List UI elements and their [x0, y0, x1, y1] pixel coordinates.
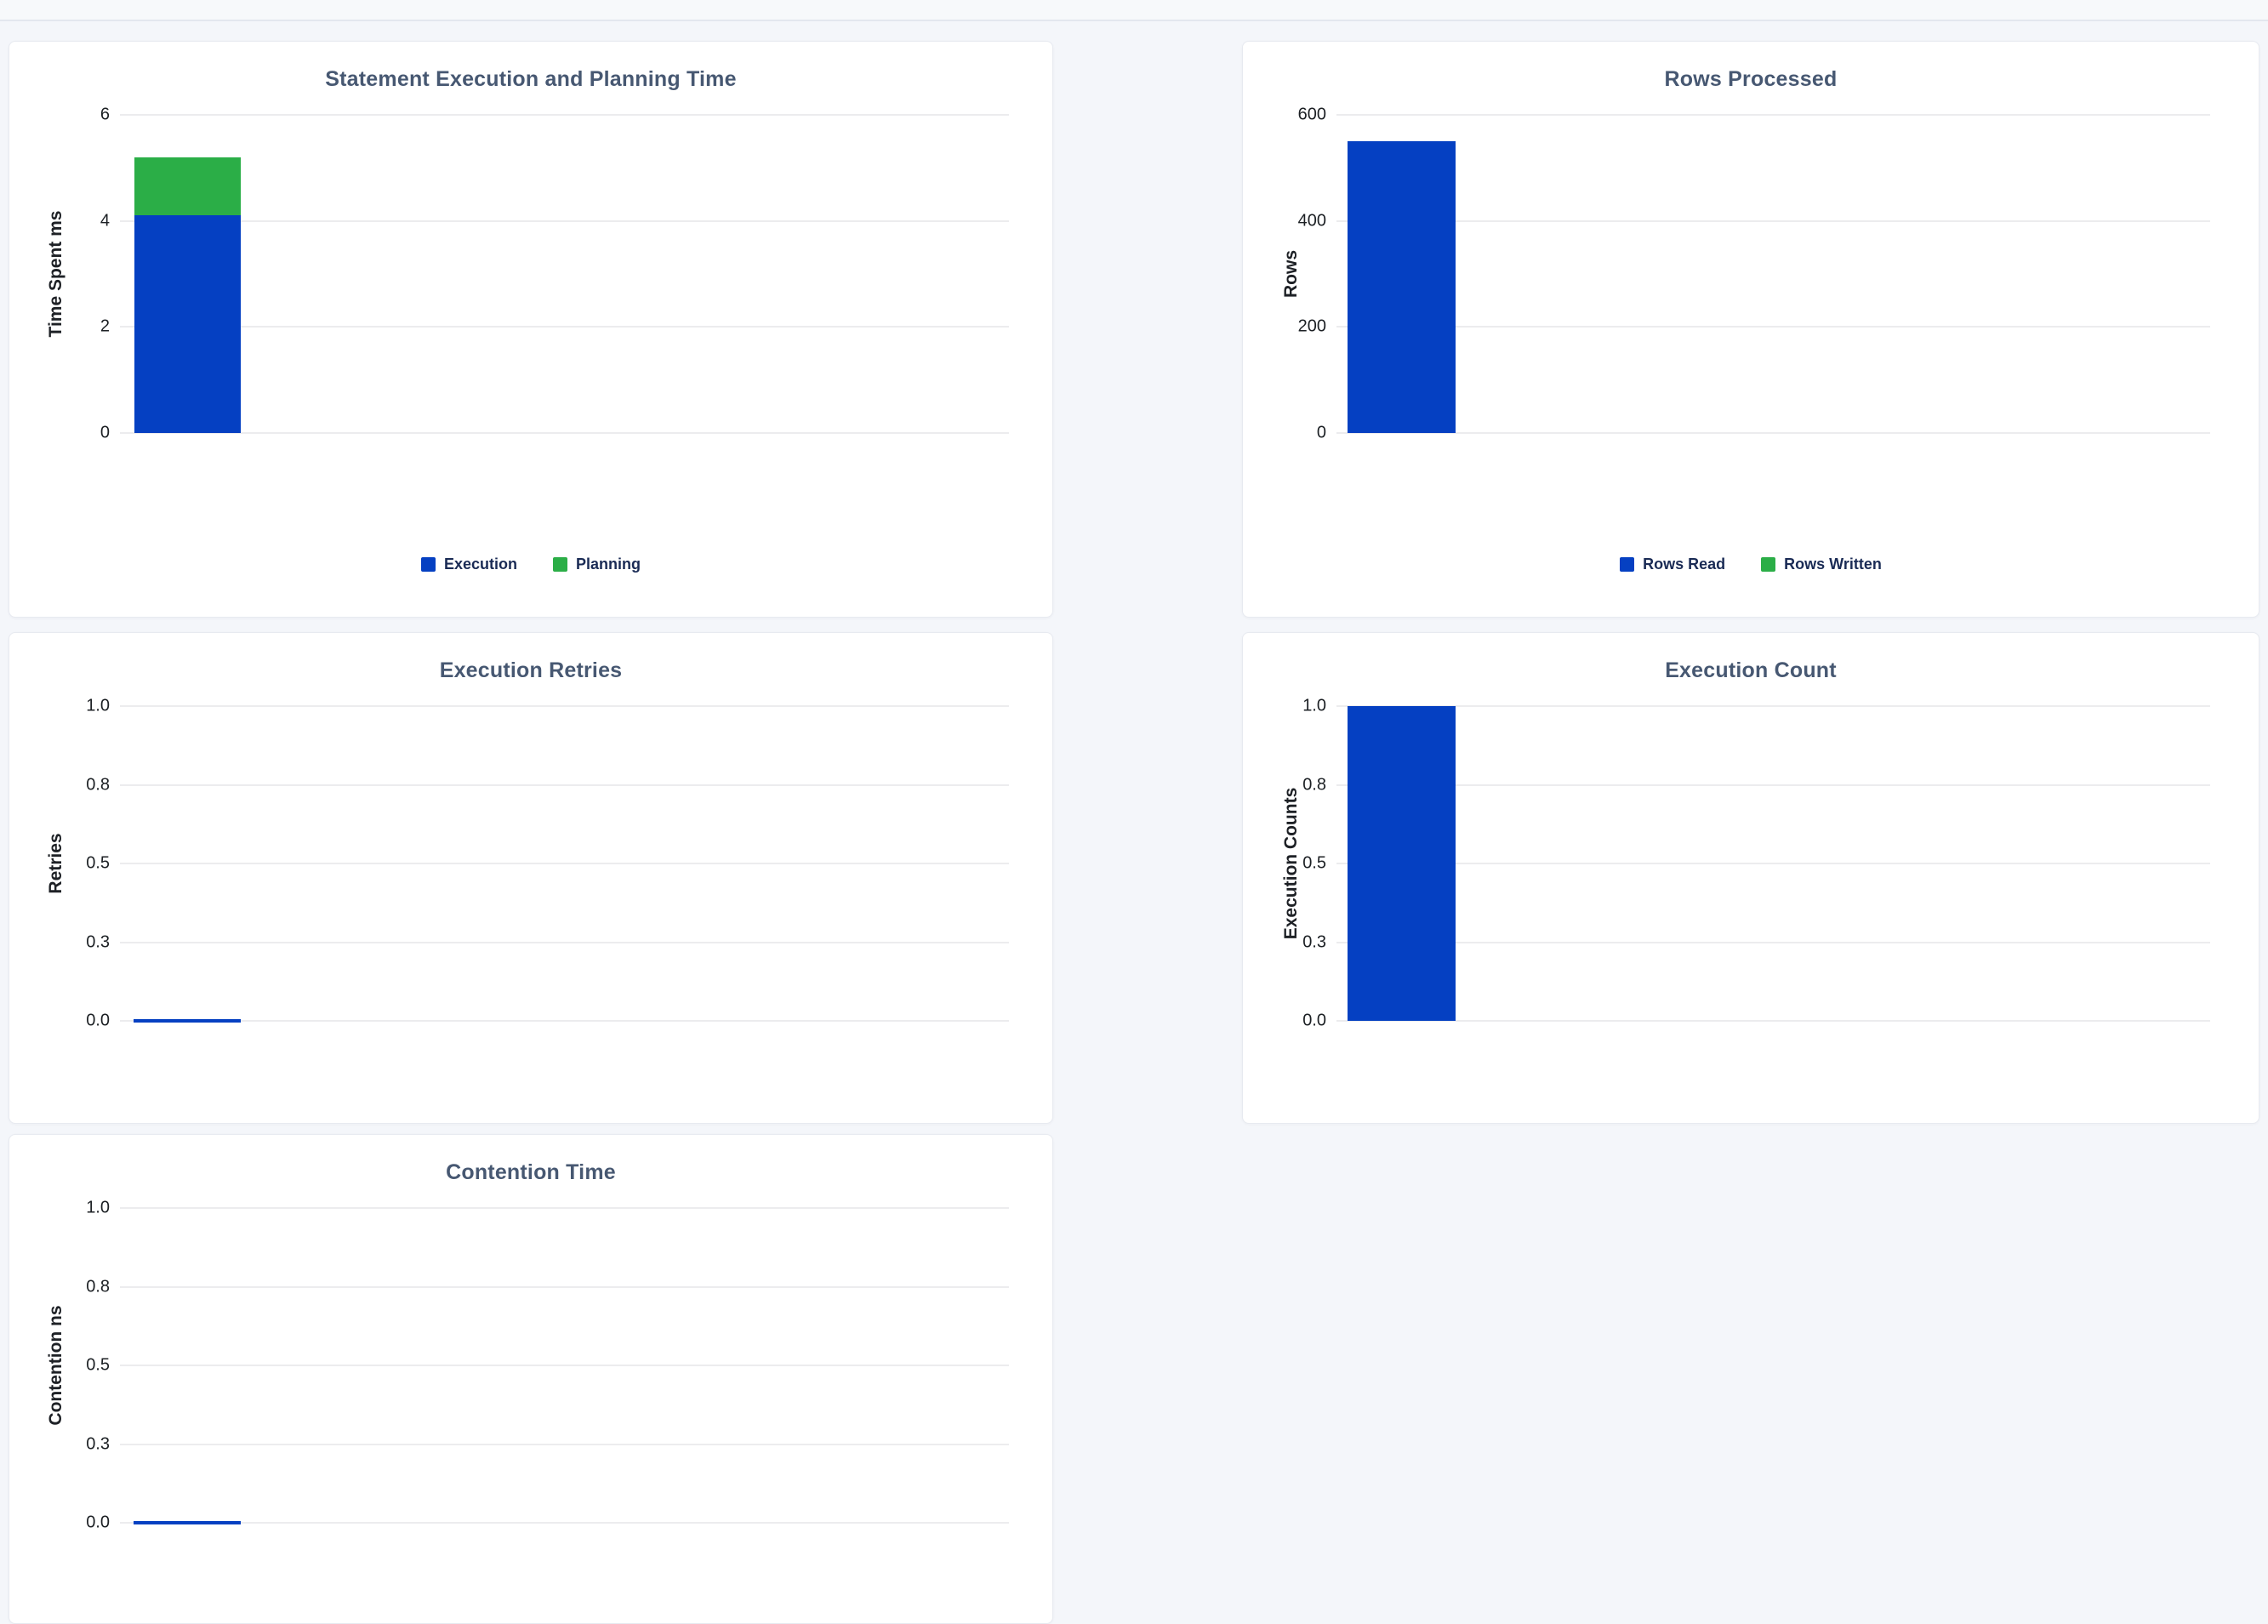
legend-swatch-icon — [1620, 557, 1635, 572]
zero-value-line — [134, 1521, 241, 1524]
y-tick-label: 2 — [100, 316, 110, 336]
plot-area: 1.0 0.8 0.5 0.3 0.0 — [1302, 697, 2210, 1030]
card-execution-retries: Execution Retries Retries 1.0 0.8 0.5 0.… — [9, 632, 1053, 1124]
gridline — [1336, 326, 2210, 328]
y-tick-label: 600 — [1297, 105, 1326, 124]
legend-item: Planning — [553, 556, 641, 573]
legend-swatch-icon — [420, 557, 436, 572]
bar-planning — [134, 157, 241, 216]
gridline — [120, 784, 1009, 786]
gridline — [1336, 705, 2210, 707]
card-contention-time: Contention Time Contention ns 1.0 0.8 0.… — [9, 1134, 1053, 1624]
gridline — [120, 1365, 1009, 1366]
card-execution-count: Execution Count Execution Counts 1.0 0.8… — [1242, 632, 2259, 1124]
legend-label: Execution — [443, 556, 518, 573]
y-axis-label: Contention ns — [46, 1305, 66, 1426]
card-statement-execution-planning-time: Statement Execution and Planning Time Ti… — [9, 41, 1053, 618]
y-tick-label: 0.3 — [86, 1434, 110, 1453]
chart-legend: Rows Read Rows Written — [1243, 556, 2259, 573]
header-divider-bar — [0, 0, 2268, 21]
chart-legend: Execution Planning — [9, 556, 1052, 573]
y-tick-label: 0.5 — [86, 1355, 110, 1375]
gridline — [120, 114, 1009, 116]
y-tick-label: 400 — [1297, 211, 1326, 231]
legend-label: Planning — [576, 556, 641, 573]
gridline — [120, 863, 1009, 864]
legend-swatch-icon — [553, 557, 568, 572]
legend-label: Rows Written — [1784, 556, 1882, 573]
y-tick-label: 4 — [100, 211, 110, 231]
chart-title: Statement Execution and Planning Time — [325, 67, 737, 91]
legend-label: Rows Read — [1643, 556, 1726, 573]
y-tick-label: 0.0 — [86, 1011, 110, 1030]
gridline — [1336, 432, 2210, 434]
y-tick-label: 0.5 — [86, 853, 110, 873]
gridline — [120, 219, 1009, 222]
card-rows-processed: Rows Processed Rows 600 400 200 0 Rows R… — [1242, 41, 2259, 618]
chart-title: Execution Retries — [439, 658, 623, 682]
gridline — [120, 1207, 1009, 1209]
y-axis-label: Retries — [46, 833, 66, 894]
y-tick-label: 200 — [1297, 316, 1326, 336]
gridline — [120, 941, 1009, 943]
gridline — [120, 1522, 1009, 1524]
gridline — [120, 705, 1009, 707]
chart-title: Execution Count — [1665, 658, 1837, 682]
gridline — [1336, 784, 2210, 786]
y-tick-label: 0.3 — [86, 932, 110, 951]
y-tick-label: 1.0 — [86, 1198, 110, 1217]
chart-title: Contention Time — [446, 1160, 616, 1184]
chart-title: Rows Processed — [1664, 67, 1838, 91]
bar-execution — [134, 215, 241, 433]
plot-area: 600 400 200 0 — [1298, 105, 2210, 442]
gridline — [120, 1020, 1009, 1022]
y-tick-label: 1.0 — [86, 696, 110, 715]
y-tick-label: 0.8 — [1302, 775, 1326, 794]
plot-area: 6 4 2 0 — [100, 105, 1009, 442]
y-tick-label: 6 — [100, 105, 110, 124]
y-tick-label: 0.0 — [1302, 1011, 1326, 1030]
y-tick-label: 0.8 — [86, 1277, 110, 1296]
y-tick-label: 0.3 — [1302, 932, 1326, 951]
gridline — [1336, 941, 2210, 943]
bar-rows-read — [1348, 141, 1456, 433]
y-tick-label: 0.8 — [86, 775, 110, 794]
bar-execution-count — [1348, 706, 1456, 1021]
gridline — [1336, 863, 2210, 864]
y-tick-label: 1.0 — [1302, 696, 1326, 715]
legend-item: Rows Read — [1620, 556, 1725, 573]
legend-item: Rows Written — [1761, 556, 1882, 573]
gridline — [120, 1443, 1009, 1445]
gridline — [1336, 1020, 2210, 1022]
plot-area: 1.0 0.8 0.5 0.3 0.0 — [86, 1199, 1009, 1532]
gridline — [120, 326, 1009, 328]
y-axis-label: Rows — [1281, 249, 1301, 299]
legend-swatch-icon — [1761, 557, 1776, 572]
gridline — [1336, 114, 2210, 116]
y-tick-label: 0 — [100, 423, 110, 442]
y-axis-label: Time Spent ms — [46, 210, 66, 338]
y-tick-label: 0.5 — [1302, 853, 1326, 873]
y-axis-label: Execution Counts — [1281, 787, 1301, 940]
gridline — [120, 432, 1009, 434]
gridline — [120, 1285, 1009, 1288]
y-tick-label: 0.0 — [86, 1513, 110, 1532]
y-tick-label: 0 — [1316, 423, 1326, 442]
zero-value-line — [134, 1019, 241, 1023]
gridline — [1336, 219, 2210, 222]
plot-area: 1.0 0.8 0.5 0.3 0.0 — [86, 697, 1009, 1030]
legend-item: Execution — [420, 556, 518, 573]
